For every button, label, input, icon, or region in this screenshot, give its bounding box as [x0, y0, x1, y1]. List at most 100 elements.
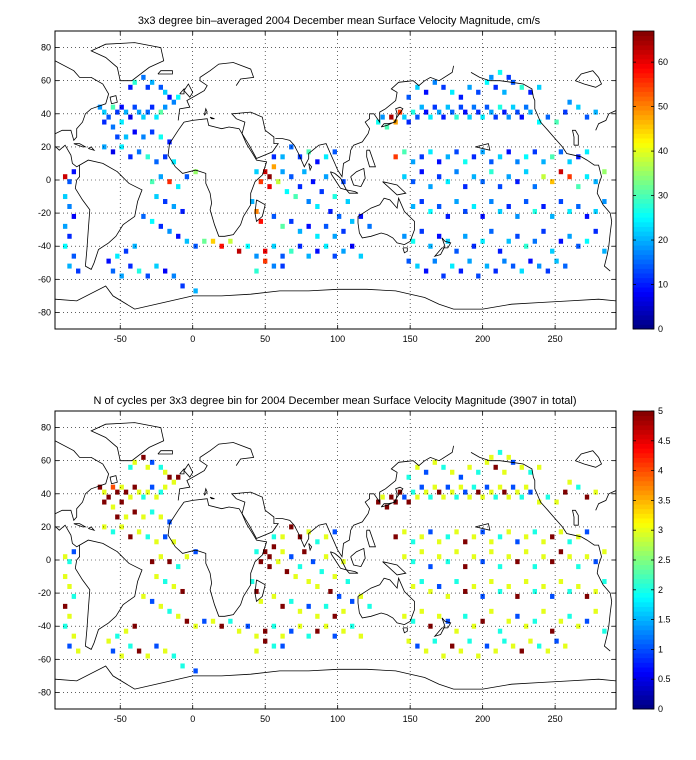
bin-cell — [489, 109, 494, 115]
bin-cell — [141, 454, 146, 460]
bin-cell — [254, 633, 259, 639]
bin-cell — [410, 559, 416, 565]
bin-cell — [423, 109, 429, 115]
bin-cell — [484, 459, 490, 465]
bin-cell — [523, 104, 529, 110]
bin-cell — [423, 268, 429, 274]
coastline — [74, 159, 143, 270]
colorbar-swatch — [633, 54, 654, 60]
coastline — [350, 547, 366, 568]
bin-cell — [406, 119, 411, 125]
coastline — [179, 467, 185, 475]
bin-cell — [289, 598, 294, 604]
colorbar-swatch — [633, 601, 654, 607]
bin-cell — [167, 608, 172, 614]
bin-cell — [458, 484, 464, 490]
coastline — [55, 665, 616, 690]
bin-cell — [384, 504, 390, 510]
bin-cell — [502, 469, 507, 475]
bin-cell — [67, 613, 72, 619]
bin-cell — [62, 243, 68, 249]
bin-cell — [289, 174, 294, 180]
bin-cell — [584, 554, 590, 560]
bin-cell — [450, 469, 455, 475]
bin-cell — [537, 119, 542, 125]
bin-cell — [271, 164, 277, 170]
colorbar-swatch — [633, 156, 654, 162]
colorbar-swatch — [633, 485, 654, 491]
bin-cell — [419, 169, 424, 175]
bin-cell — [176, 564, 181, 570]
bin-cell — [180, 208, 185, 214]
bin-cell — [102, 144, 107, 150]
bin-cell — [141, 593, 146, 599]
colorbar-swatch — [633, 653, 654, 659]
x-tick-label: 100 — [330, 334, 345, 344]
bin-cell — [415, 114, 420, 120]
colorbar-swatch — [633, 536, 654, 542]
bin-cell — [154, 114, 159, 120]
bin-cell — [419, 549, 424, 555]
bin-cell — [254, 208, 259, 214]
bin-cell — [341, 628, 346, 634]
bin-cell — [402, 233, 407, 239]
y-tick-label: 80 — [41, 43, 51, 53]
bin-cell — [115, 489, 120, 495]
colorbar-swatch — [633, 494, 654, 500]
bin-cell — [537, 464, 542, 470]
colorbar-tick-label: 20 — [658, 235, 668, 245]
bin-cell — [167, 519, 172, 525]
coastline — [308, 163, 313, 172]
bin-cell — [428, 623, 433, 629]
bin-cell — [471, 104, 477, 110]
bin-cell — [410, 179, 416, 185]
bin-cell — [593, 588, 598, 594]
bin-cell — [306, 223, 311, 229]
bin-cell — [323, 154, 329, 160]
bin-cell — [350, 623, 355, 629]
bin-cell — [154, 263, 159, 269]
bin-cell — [358, 213, 364, 219]
bin-cell — [515, 179, 520, 185]
bin-cell — [402, 174, 407, 180]
bin-cell — [228, 238, 233, 244]
bin-cell — [519, 494, 524, 500]
coastline — [575, 70, 603, 88]
bin-cell — [345, 579, 350, 585]
bin-cell — [602, 628, 607, 634]
bin-cell — [280, 549, 285, 555]
colorbar-swatch — [633, 462, 654, 468]
bin-cell — [280, 633, 285, 639]
bin-cell — [258, 179, 264, 185]
y-tick-label: 60 — [41, 76, 51, 86]
colorbar-swatch — [633, 68, 654, 74]
bin-cell — [436, 159, 442, 165]
bin-cell — [445, 593, 451, 599]
bin-cell — [263, 638, 268, 644]
colorbar-swatch — [633, 615, 654, 621]
bin-cell — [528, 109, 533, 115]
colorbar-swatch — [633, 152, 654, 158]
bin-cell — [415, 494, 420, 500]
bin-cell — [115, 134, 120, 140]
x-tick-label: 150 — [403, 334, 418, 344]
colorbar-swatch — [633, 254, 654, 260]
bin-cell — [436, 204, 442, 209]
bin-cell — [410, 489, 416, 495]
bin-cell — [110, 149, 116, 155]
x-tick-label: -50 — [114, 714, 127, 724]
bin-cell — [263, 258, 268, 264]
bin-cell — [584, 529, 590, 535]
bin-cell — [149, 559, 155, 565]
bin-cell — [441, 464, 446, 470]
bin-cell — [445, 154, 451, 160]
bin-cell — [323, 174, 329, 180]
colorbar-swatch — [633, 569, 654, 575]
bin-cell — [584, 593, 590, 599]
coastline — [73, 523, 87, 528]
bin-cell — [71, 549, 77, 555]
bin-cell — [410, 204, 416, 209]
bin-cell — [323, 603, 329, 609]
colorbar-swatch — [633, 263, 654, 269]
bin-cell — [280, 253, 285, 259]
